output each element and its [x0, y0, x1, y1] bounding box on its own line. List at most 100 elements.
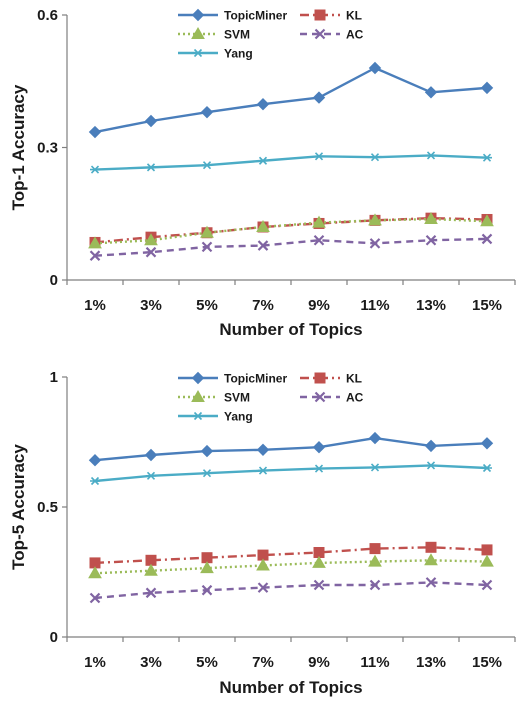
ac-point [425, 577, 437, 588]
topicminer-point [200, 444, 214, 458]
svm-point [368, 213, 382, 226]
ac-point [425, 234, 437, 246]
topicminer-point [368, 431, 382, 445]
svm-point [88, 566, 102, 579]
yang-point [426, 151, 436, 160]
ac-point [481, 579, 493, 591]
svm-point [368, 554, 382, 567]
ac-point [257, 582, 269, 593]
x-tick-label: 3% [140, 297, 162, 314]
svm-point [200, 561, 214, 574]
ac-point [369, 238, 381, 249]
x-tick-label: 13% [416, 297, 446, 314]
y-tick-label: 0.3 [37, 140, 58, 157]
yang-point [370, 463, 380, 472]
top1-accuracy-chart: 0 0.3 0.6 1% 3% 5% 7% 9% 11% 13% 15% Number of Topi… [9, 7, 516, 339]
legend-label: Yang [224, 47, 253, 61]
yang-point [482, 463, 492, 473]
kl-point [481, 544, 493, 556]
topicminer-point [88, 453, 102, 467]
y-axis-label: Top-5 Accuracy [9, 444, 28, 570]
svm-point [144, 563, 158, 576]
legend-item-yang: Yang [178, 410, 253, 424]
legend-label: TopicMiner [224, 372, 287, 386]
ac-line [94, 581, 488, 600]
legend-label: KL [346, 9, 362, 23]
x-tick-label: 1% [84, 654, 106, 671]
kl-point [369, 543, 381, 555]
legend-item-kl: KL [300, 372, 362, 386]
ac-point [201, 241, 213, 253]
legend-label: AC [346, 28, 364, 42]
legend-swatch-marker [314, 391, 326, 403]
legend-label: AC [346, 391, 364, 405]
svm-point [200, 225, 214, 238]
x-tick-label: 13% [416, 654, 446, 671]
ac-point [89, 250, 101, 261]
x-tick-label: 7% [252, 297, 274, 314]
svm-point [424, 212, 438, 225]
svm-point [480, 214, 494, 227]
legend-swatch-marker [314, 9, 326, 21]
legend-swatch-marker [314, 28, 326, 40]
legend: TopicMiner KL SVM AC Yang [178, 372, 364, 424]
ac-point [89, 592, 101, 604]
yang-point [370, 153, 380, 162]
legend-swatch-marker [191, 26, 205, 39]
topicminer-point [200, 105, 214, 119]
ac-point [257, 240, 269, 251]
series-kl [89, 541, 493, 569]
x-tick-label: 7% [252, 654, 274, 671]
ac-line [94, 237, 488, 257]
ac-point [201, 584, 213, 596]
yang-point [146, 163, 156, 172]
series-topicminer [88, 61, 494, 139]
series-svm [88, 553, 494, 579]
legend-swatch-marker [193, 48, 203, 58]
legend: TopicMiner KL SVM AC Yang [178, 9, 364, 61]
topicminer-point [312, 91, 326, 104]
svm-point [144, 233, 158, 246]
topicminer-point [312, 440, 326, 454]
series-yang [90, 461, 492, 486]
x-tick-label: 11% [360, 297, 389, 314]
legend-label: KL [346, 372, 362, 386]
series-svm [88, 212, 494, 249]
legend-item-svm: SVM [178, 26, 250, 42]
x-tick-label: 5% [196, 297, 218, 314]
y-tick-label: 0 [50, 272, 58, 289]
svm-point [256, 219, 270, 232]
legend-item-ac: AC [300, 28, 364, 42]
topicminer-point [480, 81, 494, 95]
topicminer-point [256, 98, 270, 111]
yang-point [146, 471, 156, 480]
x-tick-label: 15% [472, 297, 502, 314]
yang-point [258, 156, 268, 165]
ac-point [313, 234, 325, 246]
yang-point [90, 476, 100, 486]
series-topicminer [88, 431, 494, 467]
legend-item-kl: KL [300, 9, 362, 23]
x-tick-label: 1% [84, 297, 106, 314]
x-tick-label: 3% [140, 654, 162, 671]
legend-item-yang: Yang [178, 47, 253, 61]
svm-point [88, 236, 102, 249]
yang-point [258, 466, 268, 475]
x-tick-label: 9% [308, 654, 330, 671]
topicminer-point [424, 439, 438, 453]
legend-swatch-marker [191, 371, 205, 385]
legend-label: TopicMiner [224, 9, 287, 23]
svm-point [480, 554, 494, 567]
y-tick-label: 0.6 [37, 7, 58, 24]
ac-point [145, 587, 157, 599]
kl-point [425, 541, 437, 553]
series-ac [89, 233, 493, 261]
x-tick-label: 9% [308, 297, 330, 314]
svm-point [312, 555, 326, 568]
y-axis-label: Top-1 Accuracy [9, 84, 28, 210]
x-axis-label: Number of Topics [219, 678, 362, 697]
series-ac [89, 577, 493, 604]
yang-point [482, 153, 492, 162]
yang-point [314, 152, 324, 161]
topicminer-point [256, 443, 270, 457]
